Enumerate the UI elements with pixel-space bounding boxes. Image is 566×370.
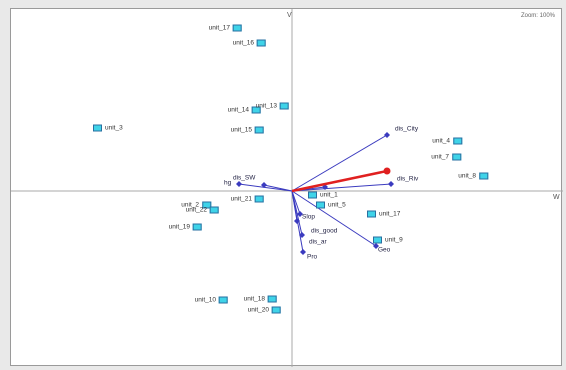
vector-endpoint-icon[interactable]	[373, 243, 379, 249]
w-axis-label: W	[553, 194, 560, 201]
unit-marker[interactable]: unit_20	[248, 306, 281, 314]
unit-marker[interactable]: unit_19	[169, 223, 202, 231]
unit-marker[interactable]: unit_1	[308, 191, 338, 199]
vector-line	[291, 190, 377, 247]
unit-marker[interactable]: unit_7	[431, 153, 461, 161]
variable-label: dis_good	[311, 227, 338, 235]
unit-box-icon	[252, 106, 261, 114]
vector-endpoint-icon[interactable]	[297, 211, 303, 217]
unit-marker[interactable]: unit_9	[373, 236, 403, 244]
vector-line	[291, 183, 392, 192]
unit-marker[interactable]: unit_17	[209, 24, 242, 32]
unit-box-icon	[367, 210, 376, 218]
zoom-indicator: Zoom: 100%	[520, 13, 555, 19]
unit-box-icon	[255, 126, 264, 134]
unit-box-icon	[308, 191, 317, 199]
vector-line	[263, 184, 293, 192]
unit-box-icon	[316, 201, 325, 209]
v-axis-label: V	[287, 12, 292, 19]
variable-label: hg	[224, 179, 232, 187]
unit-marker[interactable]: unit_13	[256, 102, 289, 110]
variable-label: dis_SW	[233, 174, 256, 182]
unit-marker[interactable]: unit_2	[181, 201, 211, 209]
unit-box-icon	[202, 201, 211, 209]
unit-box-icon	[219, 296, 228, 304]
unit-marker[interactable]: unit_8	[458, 172, 488, 180]
unit-marker[interactable]: unit_21	[231, 195, 264, 203]
variable-label: Pro	[307, 253, 318, 261]
unit-marker[interactable]: unit_10	[195, 296, 228, 304]
unit-marker[interactable]: unit_5	[316, 201, 346, 209]
biplot-svg	[11, 9, 563, 367]
unit-box-icon	[452, 153, 461, 161]
unit-marker[interactable]: unit_22	[186, 206, 219, 214]
variable-label: dis_Riv	[397, 175, 419, 183]
unit-marker[interactable]: unit_3	[93, 124, 123, 132]
unit-box-icon	[268, 295, 277, 303]
vector-endpoint-icon[interactable]	[300, 249, 306, 255]
highlight-endpoint-icon[interactable]	[383, 167, 391, 175]
variable-label: dis_ar	[309, 238, 327, 246]
unit-box-icon	[193, 223, 202, 231]
unit-marker[interactable]: unit_17	[367, 210, 400, 218]
unit-marker[interactable]: unit_14	[228, 106, 261, 114]
variable-label: Slop	[302, 213, 316, 221]
unit-box-icon	[255, 195, 264, 203]
unit-marker[interactable]: unit_16	[233, 39, 266, 47]
unit-box-icon	[280, 102, 289, 110]
vector-endpoint-icon[interactable]	[388, 181, 394, 187]
unit-box-icon	[373, 236, 382, 244]
variable-label: Geo	[378, 246, 391, 254]
highlight-vector-line	[291, 169, 388, 193]
unit-box-icon	[233, 24, 242, 32]
variable-label: dis_City	[395, 125, 419, 133]
unit-box-icon	[210, 206, 219, 214]
vector-line	[291, 134, 388, 192]
biplot-canvas[interactable]: Zoom: 100% V W unit_17 unit_16 unit_3 un…	[10, 8, 563, 367]
vector-endpoint-icon[interactable]	[261, 182, 267, 188]
variable-vectors	[236, 132, 394, 255]
unit-marker[interactable]: unit_15	[231, 126, 264, 134]
unit-box-icon	[453, 137, 462, 145]
unit-marker[interactable]: unit_4	[432, 137, 462, 145]
vector-endpoint-icon[interactable]	[384, 132, 390, 138]
unit-box-icon	[272, 306, 281, 314]
unit-box-icon	[93, 124, 102, 132]
vector-endpoint-icon[interactable]	[236, 181, 242, 187]
vector-line	[291, 190, 304, 253]
unit-marker[interactable]: unit_18	[244, 295, 277, 303]
unit-box-icon	[479, 172, 488, 180]
unit-box-icon	[257, 39, 266, 47]
vector-line	[238, 183, 293, 192]
